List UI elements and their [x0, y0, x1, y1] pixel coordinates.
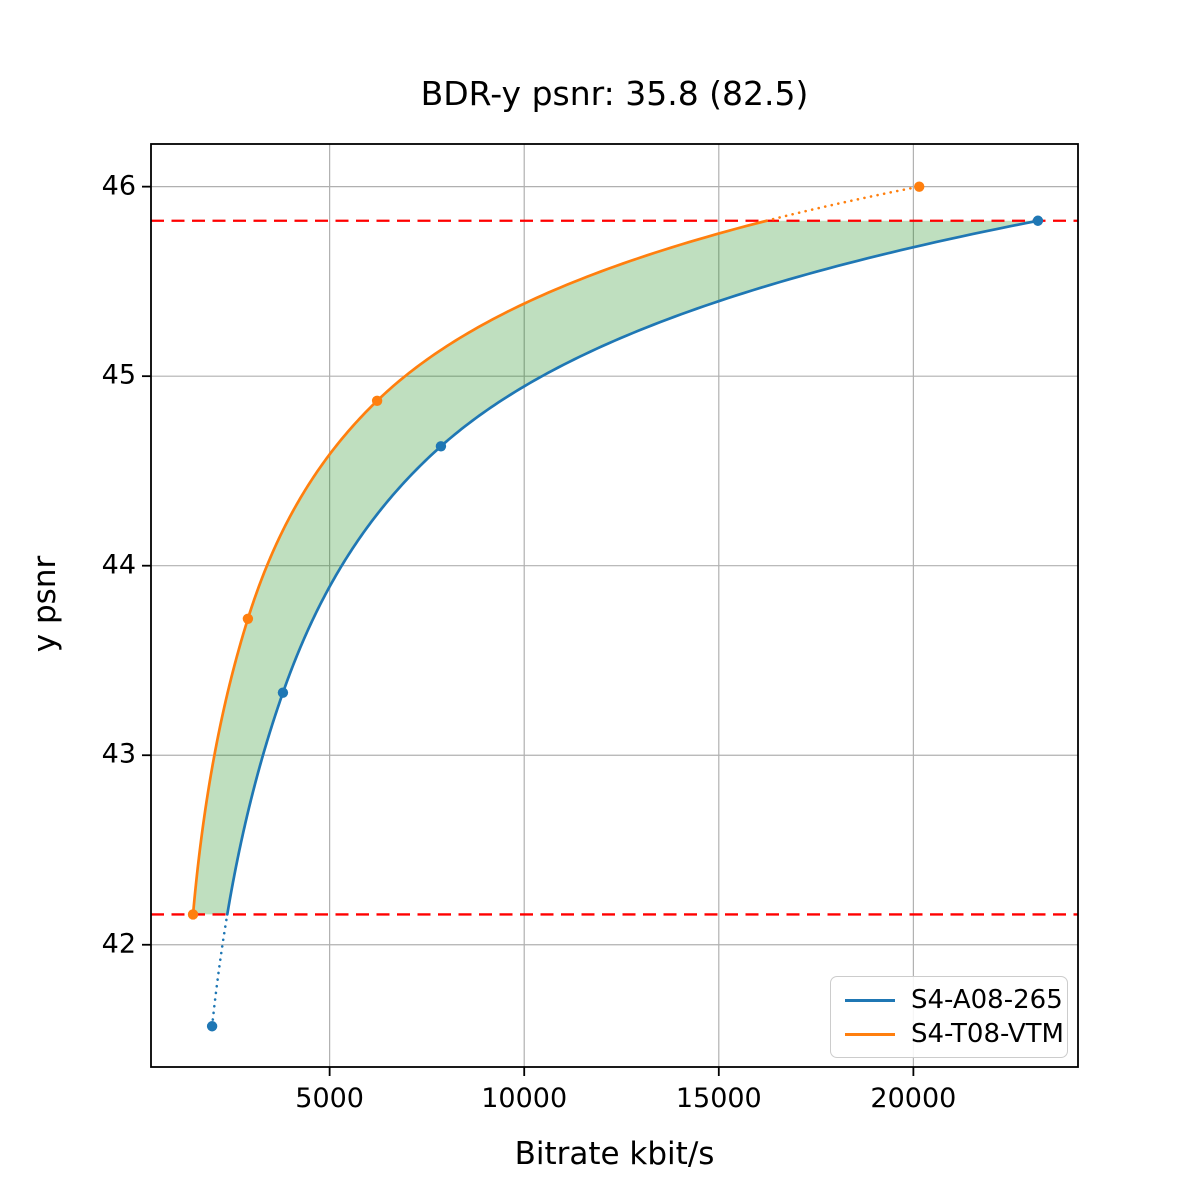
- x-tick-label: 5000: [295, 1083, 364, 1114]
- chart-title: BDR-y psnr: 35.8 (82.5): [420, 74, 809, 113]
- data-point-marker: [206, 1021, 218, 1032]
- y-axis-label: y psnr: [27, 555, 63, 653]
- legend-line-sample-blue: [845, 998, 895, 1002]
- x-axis-label: Bitrate kbit/s: [514, 1136, 715, 1172]
- data-point-marker: [277, 687, 289, 698]
- y-tick-label: 46: [101, 169, 136, 201]
- rd-curve-extrapolated: [765, 185, 921, 223]
- data-point-marker: [371, 395, 383, 407]
- legend-label: S4-A08-265: [911, 985, 1063, 1015]
- data-point-marker: [1032, 215, 1044, 226]
- x-tick-label: 15000: [675, 1083, 762, 1114]
- axes-border: [150, 143, 1079, 1068]
- legend: S4-A08-265 S4-T08-VTM: [830, 976, 1068, 1058]
- data-point-marker: [914, 181, 925, 192]
- rd-curve-S4-A08-265: [225, 219, 1040, 916]
- y-tick-label: 45: [101, 359, 136, 391]
- rd-curve-extrapolated: [210, 913, 229, 1028]
- y-tick-label: 44: [101, 548, 136, 580]
- data-point-marker: [242, 613, 254, 624]
- x-tick-label: 10000: [481, 1083, 568, 1114]
- data-point-marker: [435, 441, 447, 452]
- legend-line-sample-orange: [845, 1032, 895, 1036]
- bd-overlap-fill: [193, 220, 1038, 915]
- legend-label: S4-T08-VTM: [911, 1019, 1064, 1049]
- x-tick-label: 20000: [870, 1083, 957, 1114]
- rd-curve-S4-T08-VTM: [191, 219, 768, 916]
- data-point-marker: [187, 909, 199, 920]
- legend-entry-s4-a08-265: S4-A08-265: [845, 985, 1063, 1015]
- legend-entry-s4-t08-vtm: S4-T08-VTM: [845, 1019, 1064, 1049]
- y-tick-label: 42: [101, 928, 136, 960]
- y-tick-label: 43: [101, 738, 136, 770]
